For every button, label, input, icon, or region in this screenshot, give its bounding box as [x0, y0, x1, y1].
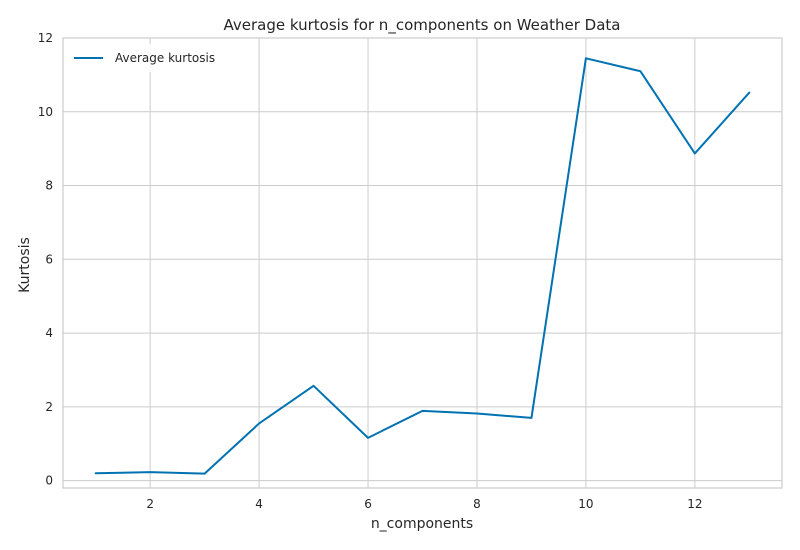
- y-tick-label: 12: [38, 31, 53, 45]
- x-axis-label: n_components: [371, 516, 473, 532]
- x-tick-label: 6: [364, 497, 372, 511]
- y-tick-label: 10: [38, 105, 53, 119]
- y-tick-label: 8: [45, 179, 53, 193]
- y-tick-labels: 0 2 4 6 8 10 12: [38, 31, 53, 488]
- y-axis-label: Kurtosis: [17, 237, 33, 293]
- x-tick-label: 12: [687, 497, 702, 511]
- legend-label-average-kurtosis: Average kurtosis: [115, 51, 215, 65]
- x-tick-label: 10: [578, 497, 593, 511]
- y-tick-label: 0: [45, 474, 53, 488]
- x-tick-label: 2: [146, 497, 154, 511]
- y-tick-label: 4: [45, 326, 53, 340]
- x-tick-labels: 2 4 6 8 10 12: [146, 497, 702, 511]
- series-layer: [94, 57, 751, 475]
- plot-frame: [62, 37, 783, 489]
- series-line-average-kurtosis: [94, 57, 751, 475]
- chart-title: Average kurtosis for n_components on Wea…: [224, 16, 621, 35]
- y-tick-label: 2: [45, 400, 53, 414]
- y-tick-label: 6: [45, 252, 53, 266]
- x-tick-label: 4: [255, 497, 263, 511]
- x-tick-label: 8: [473, 497, 481, 511]
- legend: Average kurtosis: [68, 44, 226, 72]
